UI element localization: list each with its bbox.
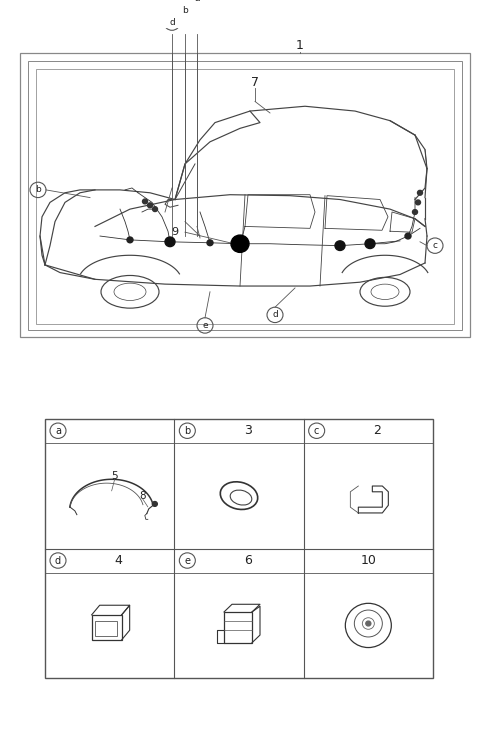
Circle shape [365,239,375,249]
Text: b: b [35,185,41,194]
Circle shape [207,240,213,246]
Circle shape [147,203,153,208]
Text: c: c [432,241,437,250]
Circle shape [335,241,345,250]
Text: b: b [184,425,191,436]
Text: d: d [55,556,61,565]
Bar [20,54,470,337]
Circle shape [412,210,418,214]
Circle shape [143,199,147,204]
Text: d: d [272,311,278,319]
Text: 5: 5 [111,471,118,481]
Circle shape [231,235,249,252]
Text: e: e [184,556,191,565]
Text: 6: 6 [244,554,252,567]
Text: 10: 10 [360,554,376,567]
Bar [224,612,252,643]
Circle shape [165,237,175,247]
Bar [36,68,454,324]
Circle shape [235,239,245,249]
Text: 1: 1 [296,39,304,52]
Circle shape [405,233,411,239]
Circle shape [416,200,420,205]
Text: a: a [55,425,61,436]
Circle shape [153,207,157,211]
Text: 8: 8 [140,491,146,501]
Text: a: a [194,0,200,3]
Text: e: e [202,321,208,330]
Bar [28,61,462,330]
Circle shape [152,501,157,506]
Circle shape [366,621,371,626]
Text: 4: 4 [115,554,122,567]
Text: b: b [182,6,188,15]
Text: 7: 7 [251,76,259,89]
Text: d: d [169,18,175,27]
Text: 3: 3 [244,424,252,437]
Bar [45,419,433,679]
Text: c: c [314,425,319,436]
Text: 9: 9 [171,227,179,237]
Bar [95,620,117,636]
Text: 2: 2 [373,424,381,437]
Circle shape [127,237,133,243]
Bar [92,615,121,640]
Circle shape [418,191,422,195]
